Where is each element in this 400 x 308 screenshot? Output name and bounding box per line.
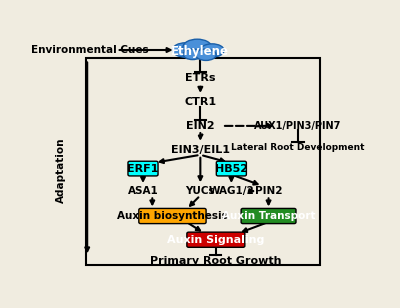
Ellipse shape [200,44,224,57]
FancyBboxPatch shape [139,209,206,224]
Text: Auxin biosynthesis: Auxin biosynthesis [117,211,228,221]
Text: WAG1/2: WAG1/2 [208,186,254,196]
Text: Primary Root Growth: Primary Root Growth [150,256,282,266]
Text: EIN2: EIN2 [186,121,215,131]
Ellipse shape [183,49,202,59]
Text: CTR1: CTR1 [184,97,216,107]
Text: ETRs: ETRs [185,74,216,83]
Text: ASA1: ASA1 [128,186,158,196]
Text: YUCs: YUCs [186,186,215,196]
Text: EIN3/EIL1: EIN3/EIL1 [171,145,230,155]
Text: Adaptation: Adaptation [56,137,66,203]
Ellipse shape [172,43,198,57]
Text: Ethylene: Ethylene [171,45,229,58]
Text: AUX1/PIN3/PIN7: AUX1/PIN3/PIN7 [254,121,342,131]
FancyBboxPatch shape [216,161,246,176]
Bar [86,58,320,265]
Text: ERF1: ERF1 [127,164,159,174]
Text: PIN2: PIN2 [255,186,282,196]
Text: Auxin Transport: Auxin Transport [222,211,315,221]
FancyBboxPatch shape [187,232,245,247]
Text: Lateral Root Development: Lateral Root Development [231,143,365,152]
Ellipse shape [183,39,212,55]
Text: Auxin Signaling: Auxin Signaling [167,235,264,245]
Text: HB52: HB52 [215,164,248,174]
FancyBboxPatch shape [128,161,158,176]
Ellipse shape [196,49,216,60]
Text: Environmental Cues: Environmental Cues [32,45,149,55]
FancyBboxPatch shape [241,209,296,224]
